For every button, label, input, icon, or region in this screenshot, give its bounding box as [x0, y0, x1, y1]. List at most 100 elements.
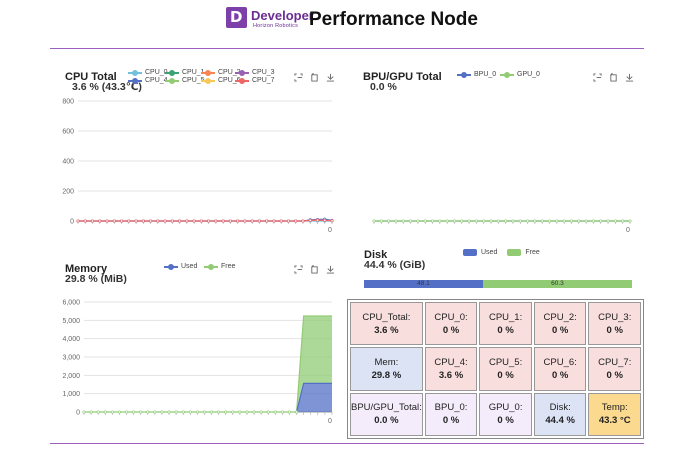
legend-item-used[interactable]: Used: [463, 249, 497, 256]
cpu-panel-title: CPU Total: [65, 71, 117, 83]
data-point: [308, 218, 312, 222]
stat-label: CPU_1:: [488, 311, 523, 323]
data-point: [606, 219, 610, 223]
data-point: [526, 219, 530, 223]
legend-label: CPU_7: [252, 77, 275, 84]
stat-cell-temp: Temp: 43.3 °C: [588, 392, 641, 436]
legend-item-cpu-7[interactable]: CPU_7: [235, 77, 275, 84]
stat-cell-gpu-0: GPU_0: 0 %: [479, 392, 532, 436]
x-tick-label: 0: [328, 227, 332, 234]
stat-value: 0 %: [606, 369, 623, 381]
data-point: [430, 219, 435, 223]
data-point: [584, 219, 588, 223]
page-header: D Developer Horizon Robotics Performance…: [0, 0, 690, 48]
data-point: [202, 410, 207, 414]
zoom-icon[interactable]: [294, 265, 303, 274]
disk-usage-bar: 48.1 60.3: [364, 280, 632, 288]
legend-item-cpu-5[interactable]: CPU_5: [165, 77, 205, 84]
stat-value: 0 %: [551, 324, 569, 336]
legend-label: Free: [525, 249, 540, 256]
data-point: [438, 219, 442, 223]
download-icon[interactable]: [326, 265, 335, 274]
stat-value: 44.4 %: [545, 415, 575, 427]
legend-item-cpu-0[interactable]: CPU_0: [128, 69, 168, 76]
data-point: [82, 410, 86, 414]
data-point: [76, 219, 80, 223]
stat-cell-disk: Disk: 44.4 %: [533, 392, 587, 436]
data-point: [323, 218, 327, 222]
restore-icon[interactable]: [310, 265, 319, 274]
download-icon[interactable]: [326, 73, 335, 82]
legend-item-cpu-2[interactable]: CPU_2: [201, 69, 241, 76]
zoom-icon[interactable]: [294, 73, 303, 82]
stat-label: Temp:: [601, 402, 628, 414]
data-point: [83, 219, 87, 223]
legend-label: CPU_0: [145, 69, 168, 76]
legend-item-free[interactable]: Free: [204, 263, 235, 270]
legend-item-used[interactable]: Used: [164, 263, 197, 270]
data-point: [117, 410, 121, 414]
brand-subtitle: Horizon Robotics: [253, 23, 299, 29]
cpu-panel-value: 3.6 % (43.3℃): [72, 81, 142, 93]
data-point: [445, 219, 449, 223]
legend-item-cpu-6[interactable]: CPU_6: [201, 77, 241, 84]
legend-item-cpu-4[interactable]: CPU_4: [128, 77, 168, 84]
legend-item-cpu-1[interactable]: CPU_1: [165, 69, 205, 76]
data-point: [613, 219, 617, 223]
data-point: [279, 219, 283, 223]
download-icon[interactable]: [625, 73, 634, 82]
data-point: [577, 219, 581, 223]
stat-cell-cpu-6: CPU_6: 0 %: [533, 347, 587, 391]
data-point: [452, 219, 457, 223]
legend-label: Used: [181, 263, 198, 270]
restore-icon[interactable]: [609, 73, 618, 82]
data-point: [252, 410, 256, 414]
stat-label: CPU_4:: [434, 356, 468, 368]
data-point: [110, 410, 114, 414]
zoom-icon[interactable]: [593, 73, 602, 82]
legend-swatch: [507, 249, 522, 256]
data-point: [170, 219, 174, 223]
data-point: [141, 219, 145, 223]
stat-value: 0 %: [497, 415, 514, 427]
data-point: [231, 410, 235, 414]
data-point: [423, 219, 427, 223]
stat-label: Disk:: [549, 402, 571, 414]
data-point: [221, 219, 225, 223]
legend-swatch: [235, 69, 249, 76]
series-line-cpu_7: [78, 219, 333, 222]
data-point: [209, 410, 214, 414]
data-point: [621, 219, 625, 223]
legend-item-gpu-0[interactable]: GPU_0: [500, 71, 540, 78]
brand-name: Developer: [251, 8, 314, 23]
stat-label: CPU_6:: [543, 356, 577, 368]
data-point: [280, 410, 284, 414]
y-tick-label: 600: [62, 129, 74, 136]
data-point: [163, 219, 167, 223]
data-point: [124, 410, 129, 414]
legend-item-cpu-3[interactable]: CPU_3: [235, 69, 275, 76]
developer-logo: D: [226, 7, 247, 28]
stat-label: BPU/GPU_Total:: [351, 402, 422, 414]
data-point: [569, 219, 574, 223]
stat-cell-cpu-2: CPU_2: 0 %: [533, 302, 587, 346]
data-point: [105, 219, 109, 223]
legend-swatch: [235, 77, 249, 84]
legend-item-free[interactable]: Free: [507, 249, 540, 256]
data-point: [207, 219, 211, 223]
legend-item-bpu-0[interactable]: BPU_0: [457, 71, 496, 78]
legend-label: CPU_2: [218, 69, 241, 76]
stat-value: 29.8 %: [371, 369, 402, 381]
data-point: [259, 410, 263, 414]
legend-swatch: [204, 263, 218, 270]
data-point: [174, 410, 178, 414]
y-tick-label: 5,000: [62, 318, 80, 325]
data-point: [504, 219, 508, 223]
y-tick-label: 400: [62, 159, 74, 166]
legend-label: Used: [481, 249, 498, 256]
stat-cell-cpu-4: CPU_4: 3.6 %: [424, 347, 478, 391]
memory-panel-title: Memory: [65, 263, 108, 275]
restore-icon[interactable]: [310, 73, 319, 82]
data-point: [533, 219, 537, 223]
data-point: [134, 219, 138, 223]
